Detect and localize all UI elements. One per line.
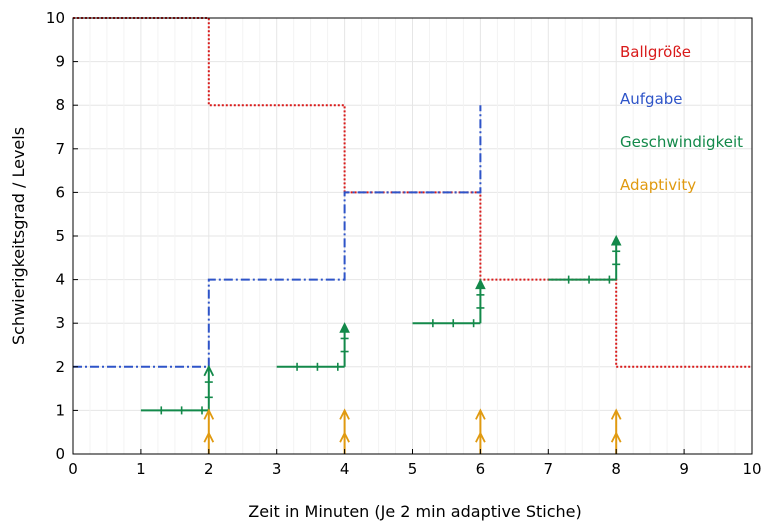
adaptivity-arrow-head xyxy=(475,431,486,443)
x-tick-label: 5 xyxy=(408,460,418,478)
adaptivity-arrow-head xyxy=(339,408,350,420)
tick-labels: 0 1 2 3 4 5 6 7 8 9 10 0 1 2 3 4 5 6 7 8 9 10 xyxy=(46,9,762,478)
legend-entry: Ballgröße xyxy=(620,43,691,61)
x-tick-label: 1 xyxy=(136,460,146,478)
adaptivity-arrow-head xyxy=(203,408,215,420)
y-tick-label: 9 xyxy=(55,53,65,71)
y-tick-label: 8 xyxy=(55,96,65,114)
y-tick-label: 2 xyxy=(55,358,65,376)
adaptivity-arrow-head xyxy=(475,408,486,420)
grid xyxy=(72,17,753,455)
y-tick-label: 5 xyxy=(55,227,65,245)
axes xyxy=(72,17,753,455)
adaptivity-arrow-head xyxy=(610,431,622,443)
y-tick-label: 7 xyxy=(55,140,65,158)
series-layer xyxy=(73,17,752,454)
legend: Ballgröße Aufgabe Geschwindigkeit Adaptivit… xyxy=(620,43,743,194)
x-tick-label: 4 xyxy=(340,460,350,478)
y-tick-label: 3 xyxy=(55,314,65,332)
legend-entry: Aufgabe xyxy=(620,90,683,108)
y-tick-label: 10 xyxy=(46,9,65,27)
y-tick-label: 1 xyxy=(55,401,65,419)
geschwindigkeit-arrow xyxy=(203,364,215,377)
x-tick-label: 3 xyxy=(272,460,282,478)
adaptivity-arrow-head xyxy=(339,431,350,443)
x-axis-title: Zeit in Minuten (Je 2 min adaptive Stich… xyxy=(248,502,582,521)
y-tick-label: 0 xyxy=(55,445,65,463)
aufgabe-line xyxy=(73,105,482,368)
legend-entry: Geschwindigkeit xyxy=(620,133,743,151)
x-tick-label: 8 xyxy=(611,460,621,478)
y-axis-title: Schwierigkeitsgrad / Levels xyxy=(9,127,28,345)
legend-entry: Adaptivity xyxy=(620,176,696,194)
adaptivity-arrow-head xyxy=(610,408,622,420)
x-tick-label: 2 xyxy=(204,460,214,478)
y-tick-label: 6 xyxy=(55,183,65,201)
x-tick-label: 10 xyxy=(742,460,761,478)
x-tick-label: 7 xyxy=(544,460,554,478)
geschwindigkeit-arrow xyxy=(610,234,622,246)
geschwindigkeit-arrow xyxy=(475,278,486,290)
x-tick-label: 0 xyxy=(68,460,78,478)
adaptivity-arrow-head xyxy=(203,431,215,443)
geschwindigkeit-arrow xyxy=(339,322,350,333)
x-tick-label: 9 xyxy=(679,460,689,478)
x-tick-label: 6 xyxy=(476,460,486,478)
y-tick-label: 4 xyxy=(55,271,65,289)
